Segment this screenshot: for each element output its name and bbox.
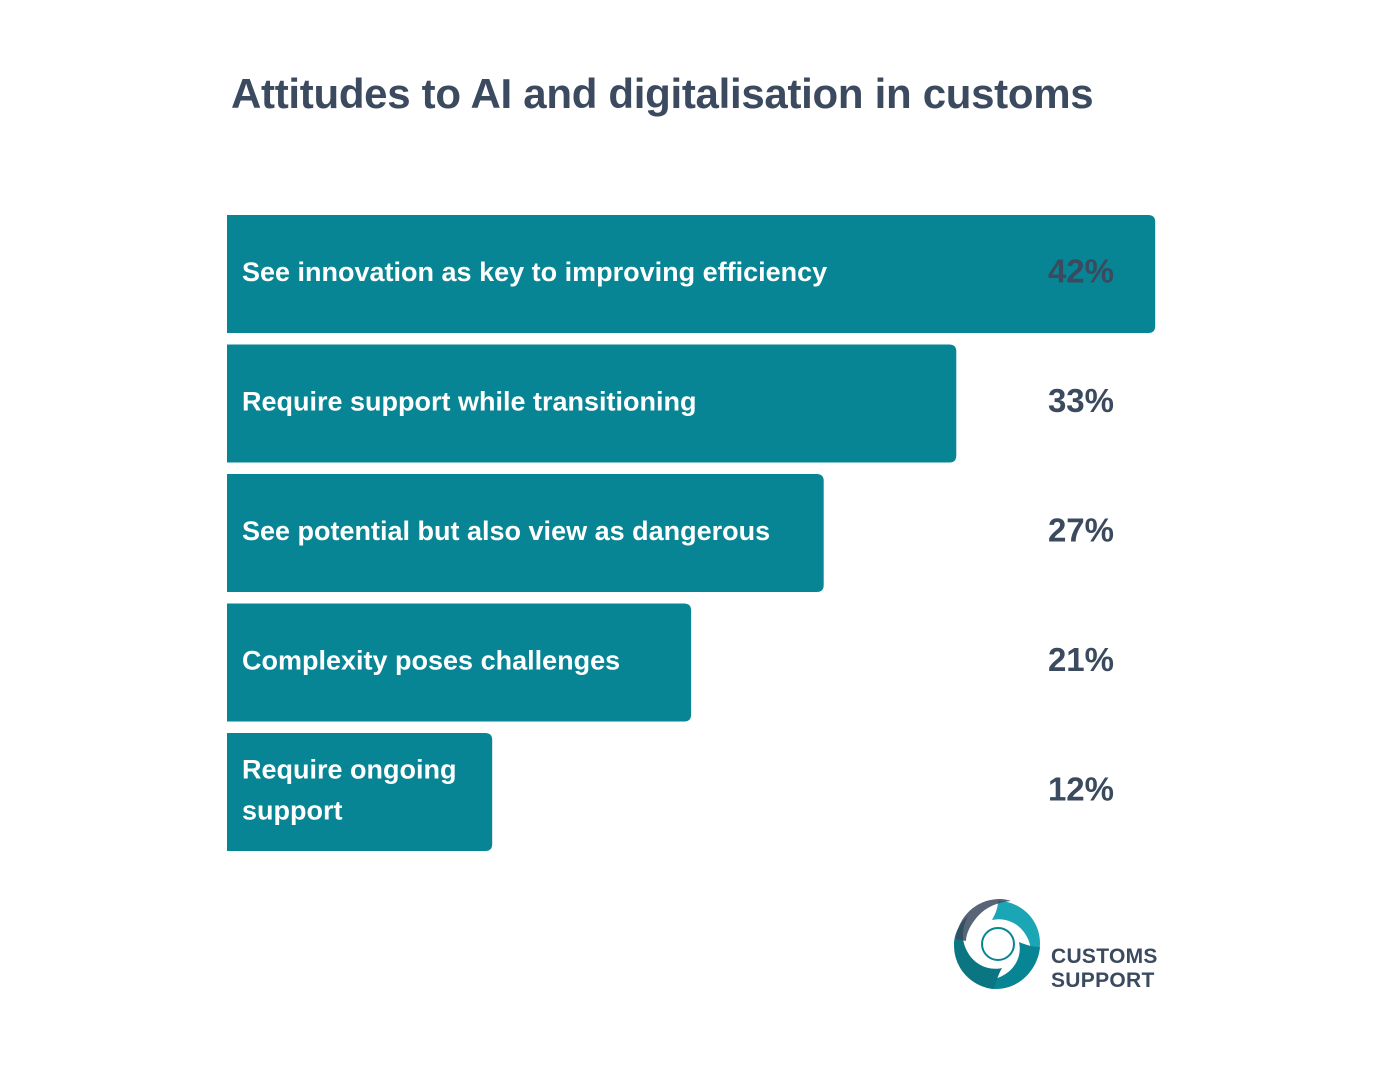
logo-text: CUSTOMS SUPPORT <box>1051 945 1158 993</box>
bar-label-line: Complexity poses challenges <box>242 646 620 676</box>
bar-label: Require support while transitioning <box>242 387 697 417</box>
bar-label-line: See potential but also view as dangerous <box>242 516 770 546</box>
bar-group: Complexity poses challenges 21% <box>227 603 1114 722</box>
bar-group: Require support while transitioning 33% <box>227 344 1114 463</box>
value-label: 27% <box>1048 512 1114 549</box>
bar <box>227 344 957 463</box>
logo-swirl-icon <box>954 899 1040 989</box>
value-label: 12% <box>1048 771 1114 808</box>
bar-group: Require ongoing support 12% <box>227 733 1114 851</box>
chart-title: Attitudes to AI and digitalisation in cu… <box>231 70 1094 117</box>
bar-label: See potential but also view as dangerous <box>242 516 770 546</box>
bar-label: See innovation as key to improving effic… <box>242 257 827 287</box>
bar <box>227 474 824 592</box>
bar-label-line: Require ongoing <box>242 755 456 785</box>
bar-group: See potential but also view as dangerous… <box>227 474 1114 592</box>
bar <box>227 215 1156 333</box>
bar <box>227 733 493 851</box>
value-label: 33% <box>1048 382 1114 419</box>
bar-label-line: support <box>242 796 343 826</box>
bar-label: Require ongoing support <box>242 755 456 826</box>
bar-label-line: Require support while transitioning <box>242 387 697 417</box>
bar-group: See innovation as key to improving effic… <box>227 215 1156 333</box>
bar-label-line: See innovation as key to improving effic… <box>242 257 827 287</box>
customs-support-logo: CUSTOMS SUPPORT <box>948 893 1168 993</box>
bar <box>227 603 692 722</box>
logo-text-line-2: SUPPORT <box>1051 969 1155 992</box>
bar-label: Complexity poses challenges <box>242 646 620 676</box>
value-label: 42% <box>1048 253 1114 290</box>
value-label: 21% <box>1048 641 1114 678</box>
logo-text-line-1: CUSTOMS <box>1051 945 1158 968</box>
